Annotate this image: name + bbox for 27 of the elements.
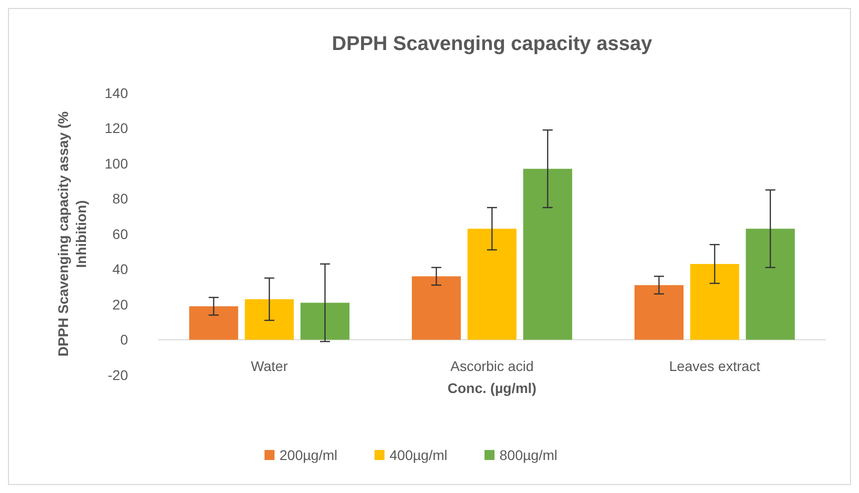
y-tick-label: 100 [104, 155, 128, 172]
x-axis-title: Conc. (µg/ml) [448, 380, 536, 396]
bar [300, 302, 350, 340]
x-tick-label: Ascorbic acid [450, 358, 534, 374]
y-tick-label: 20 [112, 296, 128, 312]
y-tick-label: 80 [112, 190, 128, 207]
bar [468, 228, 516, 340]
bar [412, 276, 461, 340]
y-tick-label: 140 [104, 84, 128, 101]
bar [189, 306, 238, 340]
y-tick-label: 0 [120, 332, 128, 348]
bar [634, 285, 684, 340]
y-tick-label: -20 [108, 366, 128, 383]
legend-label: 400µg/ml [390, 446, 448, 463]
bar [690, 264, 740, 340]
bar [523, 168, 572, 340]
chart-title: DPPH Scavenging capacity assay [332, 33, 653, 55]
y-axis-title: DPPH Scavenging capacity assay (% Inhibition) [55, 110, 89, 357]
bar [244, 299, 294, 340]
bar [746, 228, 795, 340]
y-tick-label: 60 [112, 226, 128, 242]
x-tick-label: Leaves extract [669, 358, 760, 374]
legend-label: 800µg/ml [500, 446, 558, 463]
y-tick-label: 40 [112, 261, 128, 278]
x-tick-label: Water [250, 358, 288, 374]
legend-label: 200µg/ml [280, 446, 338, 463]
y-tick-label: 120 [104, 120, 128, 136]
